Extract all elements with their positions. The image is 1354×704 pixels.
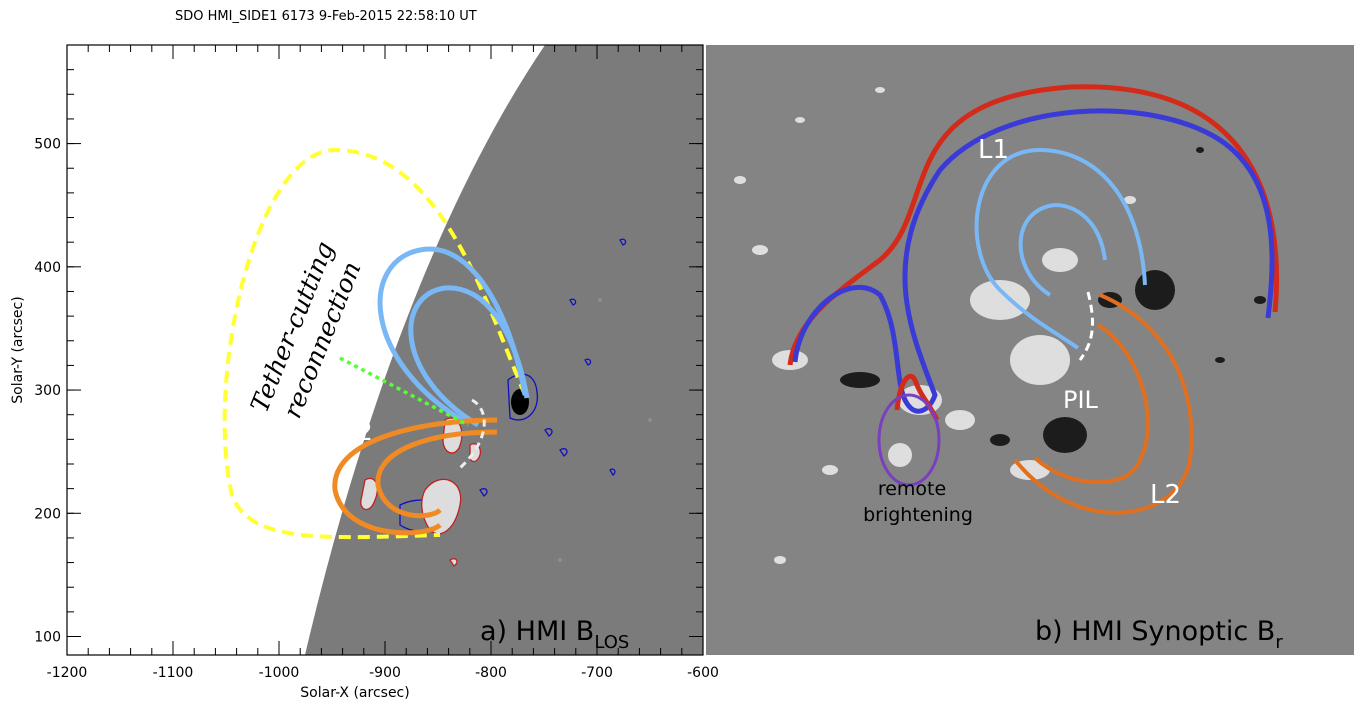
- x-tick-label: -800: [475, 665, 507, 681]
- y-tick-label: 400: [34, 260, 61, 276]
- remote-label: brightening: [863, 504, 973, 526]
- panel-label-sub: r: [1275, 632, 1283, 653]
- panel-b-image: [706, 45, 1354, 655]
- y-axis-label: Solar-Y (arcsec): [10, 296, 26, 403]
- loop-label: L2: [343, 417, 373, 446]
- x-tick-label: -1200: [47, 665, 88, 681]
- panel-label-main: b) HMI Synoptic B: [1035, 616, 1275, 647]
- remote-label: remote: [878, 478, 946, 500]
- loop-label: L1: [978, 135, 1009, 165]
- panel-label: b) HMI Synoptic Br: [1035, 616, 1283, 653]
- x-tick-label: -900: [369, 665, 401, 681]
- x-tick-label: -1000: [259, 665, 300, 681]
- panel-label-sub: LOS: [594, 632, 629, 653]
- x-tick-label: -1100: [153, 665, 194, 681]
- figure-title: SDO HMI_SIDE1 6173 9-Feb-2015 22:58:10 U…: [175, 9, 477, 24]
- pil-label: PIL: [1063, 386, 1099, 414]
- x-tick-label: -700: [581, 665, 613, 681]
- x-axis-label: Solar-X (arcsec): [300, 685, 409, 700]
- panel-label-main: a) HMI B: [480, 616, 594, 647]
- loop-label: L2: [1150, 480, 1181, 510]
- y-tick-label: 200: [34, 506, 61, 522]
- panel-label: a) HMI BLOS: [480, 616, 629, 653]
- panel-a-image: [67, 45, 703, 655]
- y-tick-label: 500: [34, 137, 61, 153]
- y-tick-label: 100: [34, 630, 61, 646]
- x-tick-label: -600: [687, 665, 719, 681]
- y-tick-label: 300: [34, 383, 61, 399]
- loop-label: L1: [407, 223, 437, 252]
